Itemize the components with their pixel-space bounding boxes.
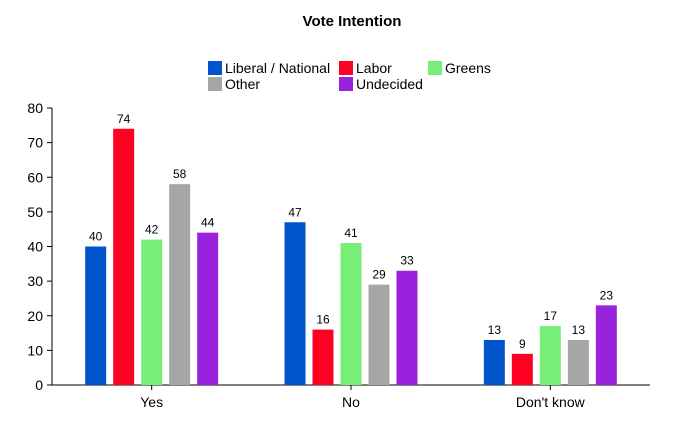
y-tick-label: 20 xyxy=(27,308,43,324)
y-axis: 0 10 20 30 40 50 60 70 80 xyxy=(27,100,53,393)
bar xyxy=(169,184,191,385)
chart-title: Vote Intention xyxy=(303,13,402,30)
legend-swatch xyxy=(339,77,353,91)
data-label: 13 xyxy=(488,323,502,337)
bar xyxy=(539,326,561,385)
data-label: 47 xyxy=(288,205,302,219)
bar xyxy=(483,339,505,385)
y-tick-label: 70 xyxy=(27,135,43,151)
bar xyxy=(141,239,163,385)
y-tick-label: 50 xyxy=(27,204,43,220)
y-tick-label: 40 xyxy=(27,239,43,255)
x-tick-label: Yes xyxy=(140,394,163,410)
bar xyxy=(595,305,617,385)
data-label: 23 xyxy=(600,288,614,302)
x-tick-label: No xyxy=(342,394,360,410)
data-label: 42 xyxy=(145,223,159,237)
y-tick-label: 80 xyxy=(27,100,43,116)
data-label: 29 xyxy=(372,268,386,282)
y-tick-label: 30 xyxy=(27,273,43,289)
data-label: 33 xyxy=(400,254,414,268)
data-label: 44 xyxy=(201,216,215,230)
legend-swatch xyxy=(208,61,222,75)
data-label: 9 xyxy=(519,337,526,351)
bar xyxy=(85,246,107,385)
legend-label: Other xyxy=(225,76,260,92)
bar xyxy=(567,339,589,385)
data-labels: 40 74 42 58 44 47 16 41 29 33 13 9 17 13 23 xyxy=(89,112,613,351)
legend-label: Greens xyxy=(445,60,491,76)
bar xyxy=(113,128,135,385)
bar xyxy=(284,222,306,385)
bars xyxy=(85,128,617,385)
bar xyxy=(340,243,362,385)
bar xyxy=(368,284,390,385)
data-label: 16 xyxy=(316,313,330,327)
legend-label: Labor xyxy=(356,60,392,76)
bar xyxy=(197,232,219,385)
x-tick-label: Don't know xyxy=(516,394,586,410)
data-label: 74 xyxy=(117,112,131,126)
x-axis: Yes No Don't know xyxy=(52,384,650,410)
data-label: 13 xyxy=(572,323,586,337)
legend-label: Undecided xyxy=(356,76,423,92)
y-tick-label: 60 xyxy=(27,169,43,185)
legend-label: Liberal / National xyxy=(225,60,330,76)
legend-swatch xyxy=(428,61,442,75)
bar xyxy=(396,270,418,385)
legend-swatch xyxy=(208,77,222,91)
data-label: 40 xyxy=(89,230,103,244)
legend: Liberal / National Labor Greens Other Undeci… xyxy=(208,60,491,92)
data-label: 17 xyxy=(544,309,558,323)
y-tick-label: 10 xyxy=(27,342,43,358)
bar xyxy=(511,353,533,385)
legend-swatch xyxy=(339,61,353,75)
y-tick-label: 0 xyxy=(35,377,43,393)
data-label: 58 xyxy=(173,167,187,181)
data-label: 41 xyxy=(344,226,358,240)
bar xyxy=(312,329,334,385)
